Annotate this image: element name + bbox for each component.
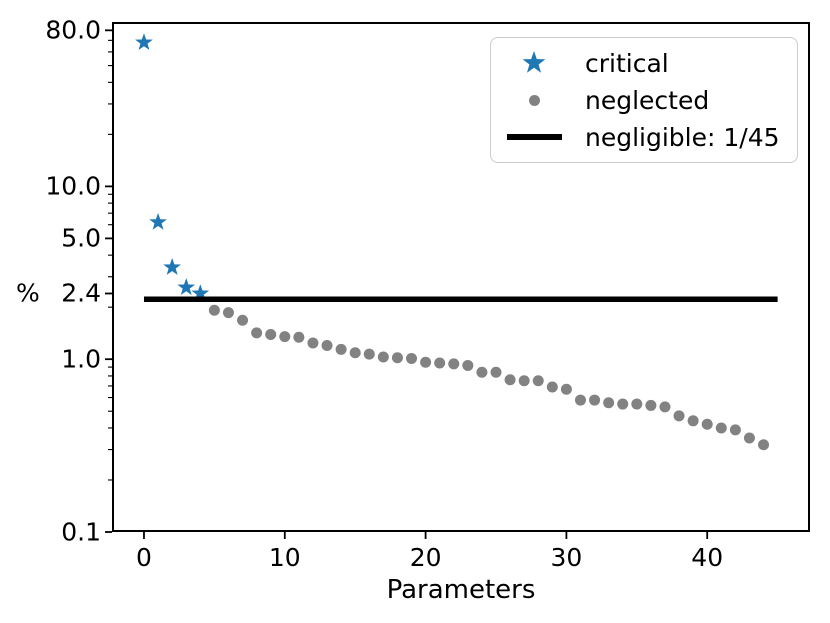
x-tick-label: 10	[268, 543, 301, 572]
legend-item-critical: critical	[505, 45, 787, 82]
y-tick-label: 1.0	[61, 344, 101, 374]
y-tick-label: 80.0	[45, 15, 101, 45]
legend-label: neglected	[585, 85, 710, 115]
y-axis-label: %	[16, 278, 40, 308]
dot-icon	[505, 94, 563, 106]
legend-item-negligible: negligible: 1/45	[505, 119, 787, 156]
x-tick-label: 0	[136, 543, 152, 572]
legend-label: negligible: 1/45	[585, 122, 780, 152]
x-axis-label: Parameters	[386, 575, 536, 605]
x-tick-label: 30	[550, 543, 583, 572]
legend-label: critical	[585, 48, 669, 78]
y-tick-label: 5.0	[61, 223, 101, 253]
x-tick-label: 40	[691, 543, 724, 572]
y-tick-label: 0.1	[61, 517, 101, 547]
line-icon	[505, 134, 563, 140]
y-tick-label: 10.0	[45, 171, 101, 201]
legend-item-neglected: neglected	[505, 82, 787, 119]
legend: critical neglected negligible: 1/45	[490, 37, 798, 163]
x-tick-label: 20	[409, 543, 442, 572]
star-icon	[505, 49, 563, 77]
y-tick-label: 2.4	[61, 278, 101, 308]
star-glyph	[522, 51, 546, 73]
